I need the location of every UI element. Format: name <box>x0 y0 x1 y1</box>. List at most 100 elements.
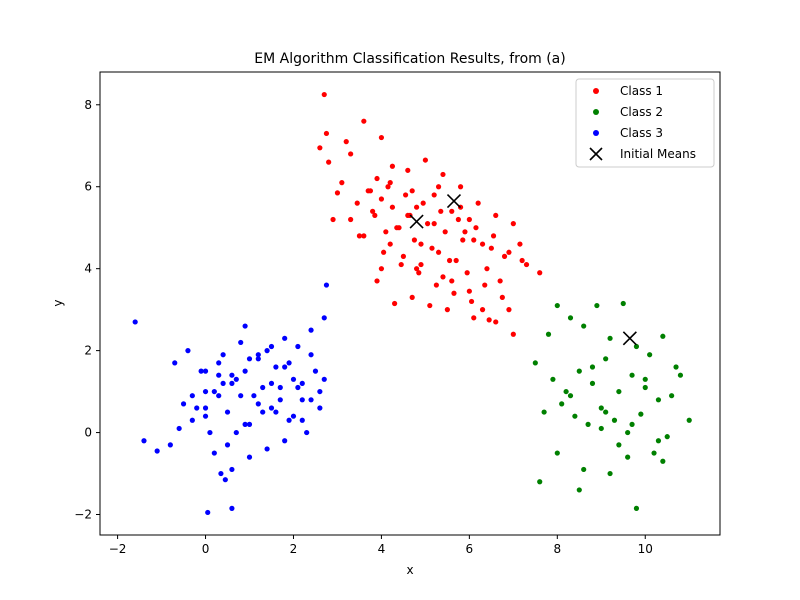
x-axis-label: x <box>406 563 413 577</box>
class-2-point <box>629 372 635 378</box>
class-3-point <box>242 323 248 329</box>
class-3-point <box>299 417 305 423</box>
class-3-point <box>286 360 292 366</box>
class-1-point <box>370 208 376 214</box>
class-2-point <box>660 333 666 339</box>
class-3-point <box>308 327 314 333</box>
class-1-point <box>403 192 409 198</box>
class-1-point <box>473 225 479 231</box>
class-3-point <box>229 505 235 511</box>
class-1-point <box>398 261 404 268</box>
class-1-point <box>449 208 455 214</box>
class-2-point <box>638 411 644 417</box>
class-3-point <box>273 409 279 415</box>
x-tick-label: 0 <box>202 542 210 556</box>
class-3-point <box>321 315 327 321</box>
class-1-point <box>387 180 393 186</box>
class-3-point <box>268 380 275 386</box>
class-3-point <box>202 413 209 419</box>
class-3-point <box>277 384 283 391</box>
class-3-point <box>176 425 182 432</box>
class-1-point <box>354 200 360 206</box>
class-3-point <box>304 429 310 436</box>
class-1-point <box>378 134 385 141</box>
class-1-point <box>339 180 345 186</box>
y-tick-label: 6 <box>84 180 92 194</box>
class-2-point <box>669 393 675 399</box>
class-3-point <box>299 397 305 403</box>
class-1-point <box>378 196 385 202</box>
class-1-point <box>499 294 505 300</box>
class-3-point <box>216 372 222 378</box>
class-2-point <box>655 397 662 403</box>
class-1-point <box>414 204 420 210</box>
class-2-point <box>550 376 556 382</box>
class-3-point <box>132 319 138 325</box>
class-3-point <box>317 388 323 395</box>
class-3-point <box>211 450 217 456</box>
class-1-point <box>486 317 492 323</box>
class-2-point <box>686 417 692 423</box>
class-3-point <box>222 477 228 483</box>
class-1-point <box>381 249 387 255</box>
class-3-point <box>246 356 253 362</box>
class-1-point <box>506 307 512 313</box>
x-tick-label: 10 <box>638 542 653 556</box>
class-1-point <box>400 253 406 259</box>
class-1-point <box>420 200 426 206</box>
class-2-point <box>673 364 679 370</box>
class-3-point <box>277 397 283 403</box>
class-2-point <box>559 401 565 407</box>
class-1-point <box>497 278 503 284</box>
class-1-point <box>440 171 446 178</box>
class-3-point <box>264 348 270 354</box>
class-2-point <box>581 323 587 329</box>
class-1-point <box>488 245 494 251</box>
class-1-point <box>422 157 428 163</box>
class-1-point <box>466 288 472 294</box>
class-1-point <box>471 237 477 243</box>
class-1-point <box>343 139 349 145</box>
initial-means-markers <box>409 194 637 346</box>
class-1-point <box>449 278 455 284</box>
class-1-point <box>464 270 470 276</box>
class-2-point <box>655 438 662 444</box>
class-2-point <box>594 302 600 309</box>
class-2-point <box>607 470 613 477</box>
class-1-point <box>444 307 450 313</box>
legend-box <box>575 78 715 168</box>
class-1-point <box>394 225 400 231</box>
class-3-point <box>246 421 253 427</box>
class-3-point <box>220 352 226 358</box>
legend-label-class-3: Class 3 <box>620 126 663 140</box>
class-2-point <box>532 360 538 366</box>
class-3-point <box>233 429 239 436</box>
class-3-point <box>205 509 211 516</box>
class-1-point <box>374 175 380 182</box>
class-3-point <box>308 397 314 403</box>
class-3-point <box>229 466 235 473</box>
class-2-point <box>677 372 684 378</box>
class-3-point <box>220 380 226 386</box>
class-1-point <box>453 257 459 264</box>
class-1-point <box>440 274 446 280</box>
class-3-point <box>202 405 209 411</box>
class-1-point <box>389 163 396 169</box>
class-2-point <box>642 376 648 382</box>
class-2-point <box>598 425 604 432</box>
class-1-point <box>326 159 332 165</box>
class-1-point <box>361 118 367 124</box>
class-3-point <box>321 376 327 382</box>
class-1-point <box>519 257 525 264</box>
class-1-point <box>405 167 411 173</box>
class-3-point <box>189 417 195 423</box>
class-2-point <box>589 380 596 386</box>
class-3-point <box>224 409 231 415</box>
class-3-point <box>260 384 266 391</box>
class-1-point <box>387 241 393 247</box>
class-3-point <box>323 282 330 288</box>
class-1-point <box>429 245 435 251</box>
class-1-point <box>438 208 444 214</box>
class-2-point <box>633 505 640 511</box>
class-3-point <box>268 343 275 350</box>
